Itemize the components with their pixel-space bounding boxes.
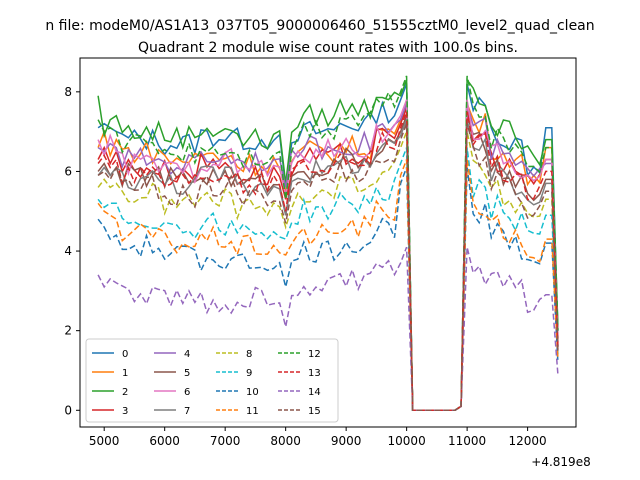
x-tick-label: 5000 [89, 434, 120, 448]
y-tick-label: 8 [64, 85, 72, 99]
series-line-0 [97, 83, 559, 412]
y-tick-label: 2 [64, 324, 72, 338]
legend-label-12: 12 [308, 349, 321, 360]
legend-label-5: 5 [184, 368, 190, 379]
series-line-13 [97, 111, 559, 412]
y-tick-label: 6 [64, 164, 72, 178]
legend-label-2: 2 [122, 387, 128, 398]
y-tick-label: 4 [64, 244, 72, 258]
legend-label-11: 11 [246, 406, 259, 417]
axes-frame [79, 57, 577, 428]
x-tick-label: 11000 [448, 434, 486, 448]
x-tick-label: 9000 [331, 434, 362, 448]
series-line-2 [97, 77, 559, 412]
x-tick-label: 6000 [149, 434, 180, 448]
legend-label-9: 9 [246, 368, 252, 379]
series-line-9 [97, 147, 559, 412]
legend-label-7: 7 [184, 406, 190, 417]
legend-label-10: 10 [246, 387, 259, 398]
ticks-layer: 5000 6000 7000 8000 9000 10000 11000 12000 0 2 4 6 8 [64, 85, 546, 448]
x-tick-label: 8000 [270, 434, 301, 448]
chart-title: Quadrant 2 module wise count rates with … [138, 40, 518, 56]
series-line-7 [97, 119, 559, 412]
x-tick-label: 7000 [210, 434, 241, 448]
legend-label-6: 6 [184, 387, 190, 398]
legend-label-8: 8 [246, 349, 252, 360]
x-offset-label: +4.819e8 [531, 455, 590, 469]
figure-suptitle: n file: modeM0/AS1A13_037T05_9000006460_… [45, 18, 594, 34]
series-line-11 [97, 159, 559, 412]
legend-label-15: 15 [308, 406, 321, 417]
series-layer [97, 75, 559, 412]
series-line-14 [97, 246, 559, 412]
legend-label-4: 4 [184, 349, 190, 360]
y-tick-label: 0 [64, 403, 72, 417]
legend-label-0: 0 [122, 349, 128, 360]
legend-label-13: 13 [308, 368, 321, 379]
x-tick-label: 10000 [388, 434, 426, 448]
legend-label-14: 14 [308, 387, 321, 398]
legend-label-1: 1 [122, 368, 128, 379]
x-tick-label: 12000 [509, 434, 547, 448]
legend-label-3: 3 [122, 406, 128, 417]
series-line-12 [97, 75, 559, 412]
series-line-6 [97, 99, 559, 412]
series-line-1 [97, 103, 559, 412]
legend-box [85, 338, 339, 423]
series-line-8 [97, 131, 559, 412]
series-line-4 [97, 103, 559, 412]
